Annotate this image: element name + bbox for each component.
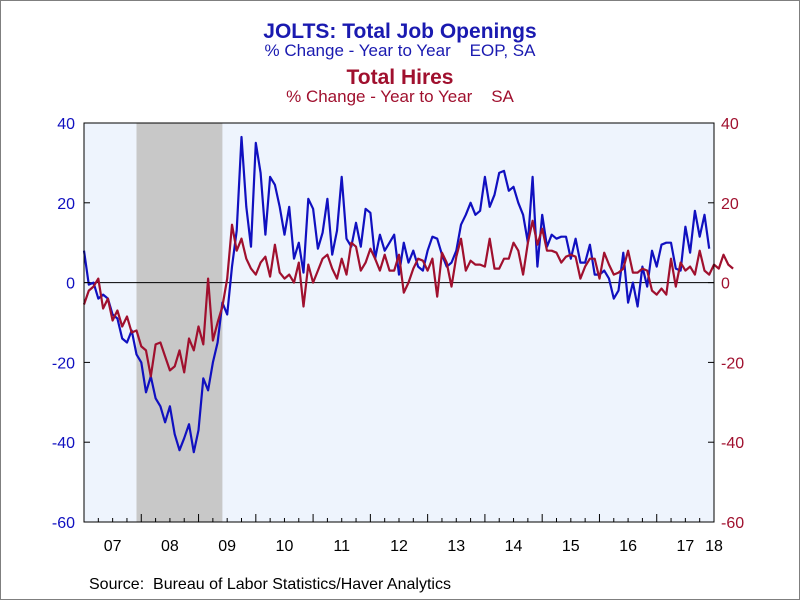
y-tick-label-right: -60 xyxy=(721,515,744,532)
x-tick-label: 12 xyxy=(390,538,408,555)
y-tick-label-left: 0 xyxy=(66,276,75,293)
x-tick-label: 15 xyxy=(562,538,580,555)
recession-band xyxy=(136,123,223,522)
series-line-total-hires xyxy=(82,219,734,378)
y-tick-label-left: -40 xyxy=(52,435,75,452)
y-tick-label-left: -20 xyxy=(52,355,75,372)
x-tick-label: 14 xyxy=(505,538,523,555)
x-tick-label: 18 xyxy=(705,538,723,555)
chart-subtitle-hires: % Change - Year to Year SA xyxy=(286,87,514,106)
y-tick-label-left: 20 xyxy=(57,196,75,213)
y-tick-label-right: -20 xyxy=(721,355,744,372)
x-tick-label: 11 xyxy=(333,538,350,555)
chart-title-hires: Total Hires xyxy=(346,66,454,89)
x-tick-label: 13 xyxy=(447,538,465,555)
y-tick-label-right: 40 xyxy=(721,116,739,133)
x-tick-label: 16 xyxy=(619,538,637,555)
y-tick-label-right: -40 xyxy=(721,435,744,452)
y-tick-label-left: 40 xyxy=(57,116,75,133)
chart-subtitle-openings: % Change - Year to Year EOP, SA xyxy=(264,41,536,60)
source-note: Source: Bureau of Labor Statistics/Haver… xyxy=(89,576,451,593)
y-tick-label-right: 0 xyxy=(721,276,730,293)
series-line-job-openings xyxy=(82,135,711,454)
x-tick-label: 10 xyxy=(276,538,294,555)
y-tick-label-left: -60 xyxy=(52,515,75,532)
x-tick-label: 08 xyxy=(161,538,179,555)
chart-title-openings: JOLTS: Total Job Openings xyxy=(263,20,537,43)
x-tick-label: 17 xyxy=(676,538,694,555)
y-tick-label-right: 20 xyxy=(721,196,739,213)
x-tick-label: 07 xyxy=(104,538,122,555)
x-tick-label: 09 xyxy=(218,538,236,555)
